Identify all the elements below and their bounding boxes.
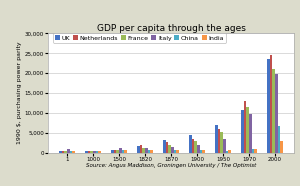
Bar (215, 125, 218, 153)
Bar (119, 148, 122, 153)
Bar (270, 54, 272, 153)
Bar (111, 150, 114, 153)
Bar (202, 150, 205, 153)
Bar (249, 114, 252, 153)
Bar (124, 150, 127, 153)
Bar (226, 151, 228, 153)
Title: GDP per capita through the ages: GDP per capita through the ages (97, 24, 245, 33)
Bar (220, 132, 223, 153)
Bar (254, 149, 257, 153)
Bar (93, 151, 96, 153)
Bar (194, 141, 197, 153)
Bar (67, 149, 70, 153)
Bar (90, 151, 93, 153)
Bar (70, 151, 72, 153)
Bar (278, 126, 280, 153)
Legend: UK, Netherlands, France, Italy, China, India: UK, Netherlands, France, Italy, China, I… (53, 33, 226, 43)
Bar (116, 150, 119, 153)
Bar (166, 142, 168, 153)
X-axis label: Source: Angus Maddison, Groningen University / The Optimist: Source: Angus Maddison, Groningen Univer… (86, 163, 256, 168)
Bar (59, 151, 62, 153)
Bar (150, 150, 153, 153)
Bar (189, 135, 192, 153)
Bar (64, 151, 67, 153)
Bar (114, 150, 116, 153)
Bar (200, 150, 202, 153)
Bar (122, 150, 124, 153)
Bar (72, 151, 75, 153)
Bar (192, 139, 194, 153)
Bar (168, 145, 171, 153)
Bar (280, 141, 283, 153)
Bar (267, 59, 270, 153)
Bar (142, 148, 145, 153)
Bar (137, 146, 140, 153)
Bar (171, 147, 174, 153)
Bar (148, 150, 150, 153)
Bar (244, 101, 246, 153)
Bar (218, 129, 220, 153)
Y-axis label: 1990 $, purchasing power parity: 1990 $, purchasing power parity (17, 42, 22, 144)
Bar (96, 151, 98, 153)
Bar (228, 150, 231, 153)
Bar (252, 149, 254, 153)
Bar (241, 110, 244, 153)
Bar (246, 107, 249, 153)
Bar (272, 69, 275, 153)
Bar (275, 74, 278, 153)
Bar (145, 148, 148, 153)
Bar (223, 139, 226, 153)
Bar (176, 150, 179, 153)
Bar (98, 151, 101, 153)
Bar (163, 140, 166, 153)
Bar (140, 145, 142, 153)
Bar (174, 150, 176, 153)
Bar (88, 151, 90, 153)
Bar (197, 145, 200, 153)
Bar (85, 151, 88, 153)
Bar (62, 151, 64, 153)
